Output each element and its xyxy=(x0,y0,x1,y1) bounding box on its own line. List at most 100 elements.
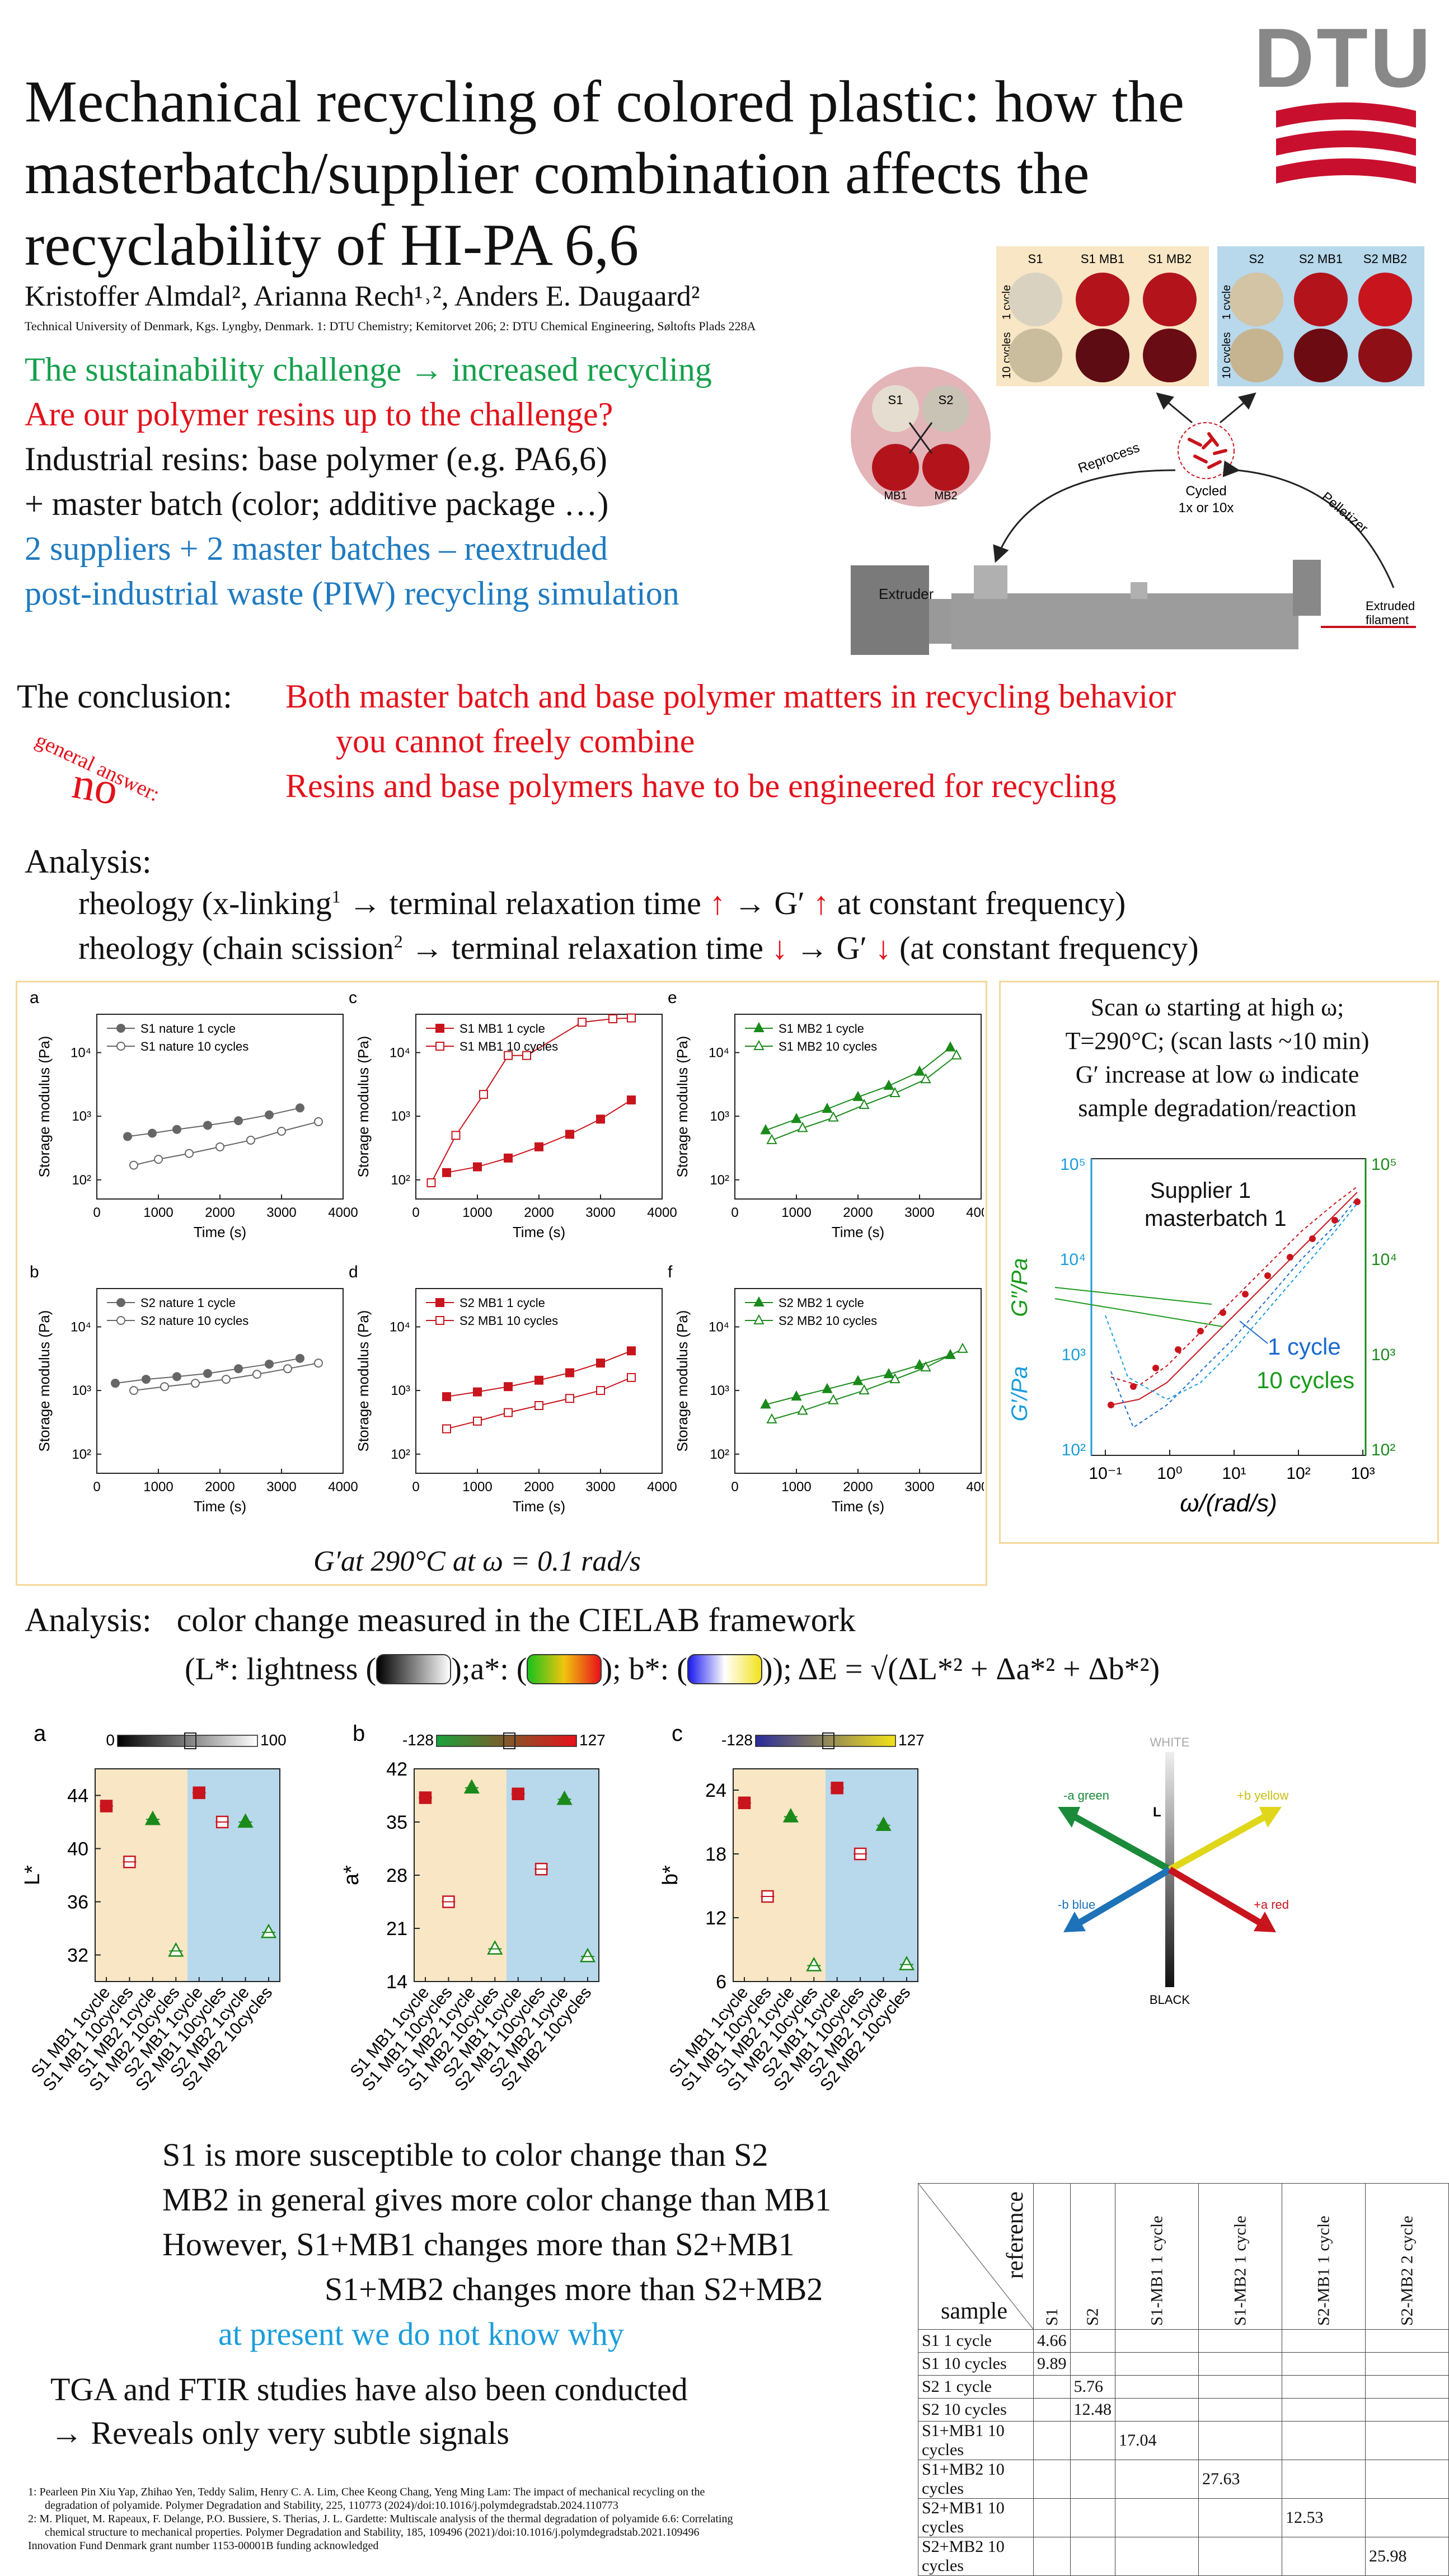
data-point xyxy=(822,1383,833,1393)
data-point xyxy=(504,1153,513,1163)
table-cell: 25.98 xyxy=(1365,2537,1449,2576)
data-point xyxy=(185,1149,194,1158)
s1-background xyxy=(414,1769,507,1982)
data-point xyxy=(791,1113,802,1123)
x-tick-label: 4000 xyxy=(647,1479,677,1495)
rheology-panel xyxy=(16,981,987,1586)
green-axis xyxy=(1067,1810,1171,1873)
intro-block: The sustainability challenge → increased… xyxy=(25,347,712,616)
intro-line: The sustainability challenge → increased… xyxy=(25,351,712,388)
x-tick-label: 3000 xyxy=(904,1205,934,1220)
table-col-header: S1-MB2 1 cycle xyxy=(1198,2183,1282,2330)
data-point xyxy=(627,1013,636,1023)
table-row-header: S2+MB1 10 cycles xyxy=(918,2498,1034,2537)
data-point xyxy=(859,1098,870,1109)
analysis-heading: Analysis: color change measured in the C… xyxy=(25,1601,856,1638)
legend-label: S1 nature 1 cycle xyxy=(140,1022,236,1036)
table-sample-label: sample xyxy=(941,2298,1007,2324)
colorbar xyxy=(755,1735,896,1747)
data-point xyxy=(148,1128,157,1138)
table-cell xyxy=(1365,2421,1449,2460)
answer-no: no xyxy=(69,758,122,815)
x-axis-label: Time (s) xyxy=(513,1224,565,1240)
y-tick-label: 10⁴ xyxy=(709,1319,729,1334)
legend-marker xyxy=(435,1298,444,1307)
data-point xyxy=(806,1956,822,1971)
data-point xyxy=(766,1134,777,1144)
table-cell xyxy=(1115,2375,1199,2399)
x-tick-label: 4000 xyxy=(966,1205,984,1220)
data-point xyxy=(578,1018,587,1027)
plot-annotation: 1 cycle xyxy=(1268,1333,1341,1360)
data-point xyxy=(534,1375,543,1385)
data-point xyxy=(203,1369,212,1378)
data-point xyxy=(473,1416,482,1426)
table-cell xyxy=(1282,2421,1366,2460)
data-point xyxy=(463,1779,480,1794)
mix-label: MB1 xyxy=(884,490,907,502)
b-yellow-label: +b yellow xyxy=(1237,1788,1288,1802)
conclusion-line: you cannot freely combine xyxy=(336,723,695,760)
data-point xyxy=(144,1810,161,1825)
data-point xyxy=(265,1359,274,1369)
x-tick-label: 4000 xyxy=(966,1479,984,1495)
table-cell xyxy=(1070,2537,1115,2576)
x-tick-label: 4000 xyxy=(647,1205,677,1220)
g1-curve xyxy=(1105,1203,1358,1401)
x-tick-label: 2000 xyxy=(843,1479,873,1495)
small-plot: c 0 1000 2000 3000 4000 10² 10³ 10⁴ Time (s) Stora… xyxy=(349,989,677,1240)
data-point xyxy=(314,1359,323,1368)
findings: S1 is more susceptible to color change t… xyxy=(162,2133,831,2357)
table-cell xyxy=(1282,2398,1366,2422)
conclusion-line: Resins and base polymers have to be engi… xyxy=(285,767,1117,804)
y-tick-label: 14 xyxy=(386,1971,407,1993)
lightness-gradient-icon xyxy=(376,1654,452,1684)
data-point xyxy=(596,1114,605,1124)
plot-frame xyxy=(95,1768,280,1982)
legend-marker xyxy=(116,1298,125,1307)
x-axis-label: Time (s) xyxy=(832,1224,884,1240)
small-plot: e 0 1000 2000 3000 4000 10² 10³ 10⁴ Time (s) Stora… xyxy=(668,989,984,1240)
data-point xyxy=(283,1364,292,1374)
y-axis-label: L* xyxy=(21,1865,44,1885)
x-tick-label: 3000 xyxy=(266,1205,296,1220)
data-point xyxy=(504,1382,513,1392)
x-tick-label: 0 xyxy=(412,1205,419,1220)
sample-disc xyxy=(1230,329,1283,382)
legend-marker xyxy=(116,1316,125,1325)
data-point xyxy=(782,1807,799,1823)
sample-disc xyxy=(1009,329,1062,382)
sample-disc xyxy=(1143,329,1197,382)
y-tick-label-right: 10² xyxy=(1371,1441,1395,1459)
y-tick-label-right: 10³ xyxy=(1371,1346,1395,1364)
table-cell xyxy=(1070,2460,1115,2499)
analysis-line: rheology (chain scission2 → terminal rel… xyxy=(78,930,1199,966)
data-point xyxy=(608,1014,617,1024)
data-point xyxy=(822,1103,833,1113)
sample-disc xyxy=(1076,273,1129,326)
data-point xyxy=(579,1947,596,1963)
intro-line: + master batch (color; additive package … xyxy=(25,485,609,522)
table-reference-label: reference xyxy=(1002,2191,1028,2279)
data-point xyxy=(883,1367,894,1379)
small-plot: a 0 1000 2000 3000 4000 10² 10³ 10⁴ Time (s) Stora… xyxy=(30,989,358,1240)
table-cell: 12.53 xyxy=(1282,2498,1366,2537)
intro-line: post-industrial waste (PIW) recycling si… xyxy=(25,575,679,612)
y-tick-label: 10³ xyxy=(72,1109,91,1124)
sample-disc xyxy=(1294,329,1348,382)
frequency-sweep-plot: 10⁻¹ 10⁰ 10¹ 10² 10³ 10⁵ 10⁵ 10⁴ 10⁴ 10³ 10³ 10² 10²… xyxy=(1007,1155,1397,1517)
data-point xyxy=(265,1110,274,1120)
pointer-line xyxy=(1054,1287,1212,1305)
panel-letter: e xyxy=(668,989,677,1007)
finding-line: S1 is more susceptible to color change t… xyxy=(162,2137,768,2173)
panel-letter: a xyxy=(30,989,39,1007)
data-point xyxy=(479,1090,488,1099)
y-tick-label: 18 xyxy=(705,1844,726,1865)
x-axis-label: Time (s) xyxy=(513,1498,565,1515)
table-cell xyxy=(1033,2421,1071,2460)
table-row: S1 1 cycle 4.66 xyxy=(918,2329,1449,2353)
legend-label: S1 nature 10 cycles xyxy=(140,1039,248,1053)
table-cell xyxy=(1365,2460,1449,2499)
extruder-body xyxy=(851,565,929,655)
